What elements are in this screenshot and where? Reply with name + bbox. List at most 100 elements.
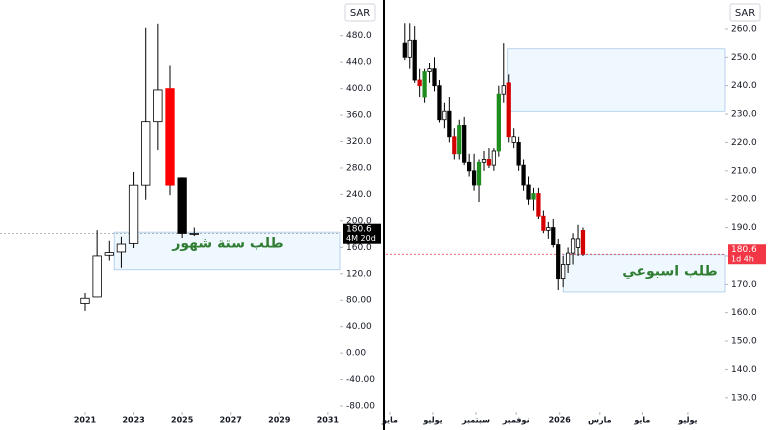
candle-body <box>165 88 175 186</box>
x-tick-label: نوفمبر <box>502 416 530 425</box>
x-tick-label: سبتمبر <box>461 416 490 425</box>
x-tick-label: 2026 <box>549 416 572 425</box>
y-tick-label: 240.0 <box>346 190 372 200</box>
y-tick-label: 160.0 <box>346 243 372 253</box>
candle-body <box>437 85 442 121</box>
x-tick-label: 2021 <box>74 416 97 425</box>
y-tick-label: 240.0 <box>731 81 757 91</box>
candle-body <box>580 230 586 255</box>
x-tick-label: مايو <box>633 416 650 425</box>
unit-box <box>729 3 761 22</box>
x-tick-label: 2029 <box>268 416 291 425</box>
y-tick-label: 280.0 <box>346 163 372 173</box>
y-tick-label: 400.0 <box>346 84 372 94</box>
price-box <box>343 223 381 244</box>
y-tick-label: 320.0 <box>346 137 372 147</box>
y-tick-label: 440.0 <box>346 58 372 68</box>
y-tick-label: 150.0 <box>731 337 757 347</box>
candle-body <box>141 121 151 186</box>
candle-body <box>457 125 462 155</box>
candle-body <box>476 161 482 186</box>
y-tick-label: 220.0 <box>731 138 757 148</box>
y-tick-label: 200.0 <box>731 195 757 205</box>
y-tick-label: 80.00 <box>346 296 372 306</box>
candle-body <box>481 159 487 163</box>
candle-body <box>104 252 114 256</box>
candle-body <box>521 164 526 186</box>
panel: 480.0 440.0 400.0 360.0 320.0 280.0 240.0 200.0… <box>0 3 381 425</box>
candle-body <box>496 93 501 152</box>
y-tick-label: 230.0 <box>731 110 757 120</box>
x-tick-label: مايو <box>381 416 398 425</box>
candle-body <box>491 150 497 166</box>
candle-body <box>501 85 506 95</box>
candle-body <box>116 243 127 253</box>
candle-body <box>153 89 163 123</box>
y-tick-label: 360.0 <box>346 111 372 121</box>
candle-body <box>427 68 432 72</box>
y-tick-label: 40.00 <box>346 322 372 332</box>
candle-body <box>417 79 422 87</box>
candle-body <box>452 136 457 155</box>
candle-body <box>541 215 546 231</box>
candle-body <box>536 193 541 217</box>
candle-body <box>412 39 417 81</box>
candle-body <box>526 184 531 200</box>
y-tick-label: 160.0 <box>731 308 757 318</box>
y-tick-label: 250.0 <box>731 53 757 63</box>
x-tick-label: 2023 <box>122 416 144 425</box>
y-tick-label: -40.00 <box>346 375 375 385</box>
candle-body <box>551 227 556 245</box>
candle-body <box>467 161 472 172</box>
y-tick-label: 480.0 <box>346 31 372 41</box>
candle-body <box>575 238 581 248</box>
x-tick-label: 2027 <box>220 416 242 425</box>
y-tick-label: 210.0 <box>731 166 757 176</box>
y-tick-label: -80.00 <box>346 402 375 412</box>
candle-body <box>546 227 551 231</box>
x-tick-label: يوليو <box>422 416 442 425</box>
x-tick-label: مارس <box>588 416 612 426</box>
demand-zone <box>507 48 726 112</box>
panel: 260.0 250.0 240.0 230.0 220.0 210.0 200.0 190.0… <box>381 3 766 426</box>
candle-body <box>506 82 511 138</box>
last-price-label: 180.6 <box>346 225 372 235</box>
countdown-label: 4M 20d <box>346 234 376 243</box>
candle-body <box>471 170 477 186</box>
y-tick-label: 140.0 <box>731 365 757 375</box>
candle-body <box>442 110 447 121</box>
y-tick-label: 0.00 <box>346 349 366 359</box>
candle-body <box>402 42 407 58</box>
candle-body <box>80 297 90 304</box>
candle-body <box>561 264 566 280</box>
candle-body <box>177 177 187 234</box>
candle-body <box>570 238 576 254</box>
annotation: طلب اسبوعي <box>622 264 717 280</box>
y-tick-label: 190.0 <box>731 223 757 233</box>
countdown-label: 1d 4h <box>731 255 754 264</box>
candle-body <box>531 193 536 200</box>
annotation: طلب ستة شهور <box>171 235 283 251</box>
candle-body <box>407 39 412 58</box>
demand-zone <box>562 254 726 293</box>
unit-label: SAR <box>735 8 755 19</box>
candle-body <box>422 71 427 98</box>
candle-body <box>565 252 571 265</box>
demand-zone <box>113 231 341 271</box>
candle-body <box>432 68 437 87</box>
y-tick-label: 120.0 <box>346 269 372 279</box>
unit-box <box>344 3 376 22</box>
candle-body <box>189 233 199 235</box>
last-price-label: 180.6 <box>731 245 757 255</box>
candle-body <box>128 184 139 244</box>
candle-body <box>511 136 516 143</box>
y-tick-label: 170.0 <box>731 280 757 290</box>
candle-body <box>486 159 492 166</box>
y-tick-label: 130.0 <box>731 393 757 403</box>
x-tick-label: 2025 <box>171 416 194 425</box>
x-tick-label: يوليو <box>677 416 697 425</box>
y-tick-label: 200.0 <box>346 216 372 226</box>
candle-body <box>556 244 561 280</box>
y-tick-label: 260.0 <box>731 24 757 34</box>
